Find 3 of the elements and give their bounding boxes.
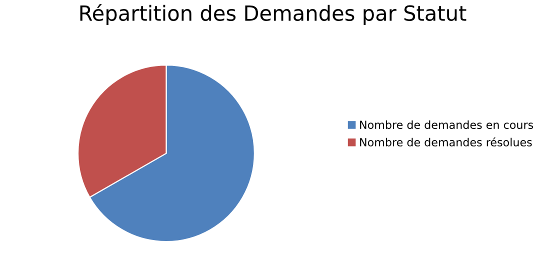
chart-title: Répartition des Demandes par Statut: [80, 4, 466, 26]
legend-label: Nombre de demandes résolues: [360, 137, 532, 146]
legend-label: Nombre de demandes en cours: [360, 120, 534, 130]
